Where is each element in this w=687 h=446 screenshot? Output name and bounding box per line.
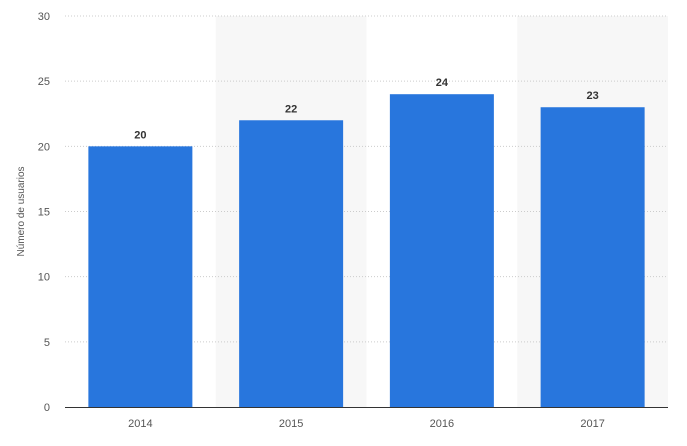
bars <box>88 94 645 408</box>
y-tick-label: 20 <box>38 141 50 153</box>
y-tick-label: 30 <box>38 11 50 23</box>
y-tick-label: 10 <box>38 272 50 284</box>
bar-2015 <box>239 120 344 408</box>
bar-2016 <box>389 94 494 407</box>
data-labels: 20 22 24 23 <box>134 77 599 141</box>
y-axis-ticks: 0 5 10 15 20 25 30 <box>38 11 50 414</box>
y-axis-title: Número de usuarios <box>16 166 27 256</box>
data-label: 24 <box>436 77 449 89</box>
x-tick-label: 2016 <box>430 418 454 430</box>
y-tick-label: 5 <box>44 337 50 349</box>
x-tick-label: 2017 <box>580 418 604 430</box>
x-axis-ticks: 2014 2015 2016 2017 <box>128 418 605 430</box>
x-tick-label: 2015 <box>279 418 303 430</box>
data-label: 23 <box>587 90 599 102</box>
bar-2014 <box>88 146 193 408</box>
y-tick-label: 15 <box>38 207 50 219</box>
y-tick-label: 0 <box>44 402 50 414</box>
data-label: 22 <box>285 103 297 115</box>
x-tick-label: 2014 <box>128 418 152 430</box>
y-tick-label: 25 <box>38 76 50 88</box>
bar-2017 <box>540 107 645 407</box>
data-label: 20 <box>134 129 146 141</box>
